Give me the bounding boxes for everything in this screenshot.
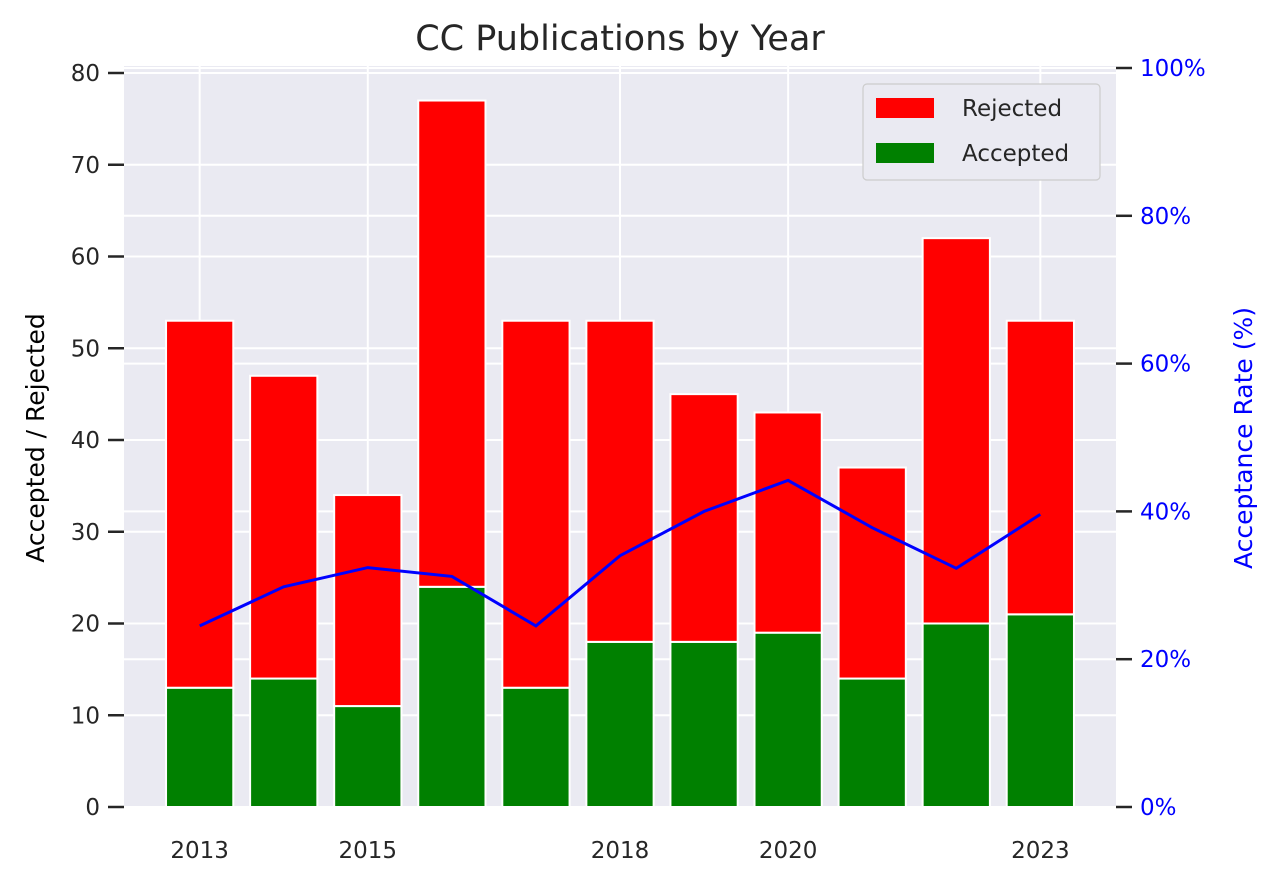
bar-rejected-2013 bbox=[165, 319, 235, 689]
bar-accepted-2014 bbox=[249, 677, 319, 808]
bar-accepted-2021 bbox=[837, 677, 907, 808]
x-tick-label-2: 2018 bbox=[591, 838, 650, 864]
bar-accepted-2020 bbox=[753, 631, 823, 808]
x-tick-label-4: 2023 bbox=[1011, 838, 1070, 864]
bar-rejected-2020 bbox=[753, 411, 823, 634]
acceptance-rate-line bbox=[199, 478, 1042, 628]
y-tick-label-7: 70 bbox=[71, 153, 100, 179]
y2-axis-label: Acceptance Rate (%) bbox=[1229, 307, 1258, 569]
bar-accepted-2022 bbox=[921, 622, 991, 808]
y-tick-label-6: 60 bbox=[71, 245, 100, 271]
bars bbox=[165, 99, 1075, 809]
y-tick-label-1: 10 bbox=[71, 703, 100, 729]
bar-accepted-2017 bbox=[501, 686, 571, 808]
bar-rejected-2015 bbox=[333, 494, 403, 708]
x-axis: 2013 2015 2018 2020 2023 bbox=[170, 838, 1069, 864]
legend-swatch-rejected bbox=[876, 98, 934, 118]
bar-rejected-2016 bbox=[417, 99, 487, 588]
y-tick-label-8: 80 bbox=[71, 61, 100, 87]
x-tick-label-1: 2015 bbox=[339, 838, 398, 864]
bar-rejected-2017 bbox=[501, 319, 571, 689]
y2-tick-label-3: 60% bbox=[1140, 352, 1191, 378]
legend-swatch-accepted bbox=[876, 143, 934, 163]
bar-accepted-2015 bbox=[333, 705, 403, 809]
bar-accepted-2013 bbox=[165, 686, 235, 808]
bar-accepted-2019 bbox=[669, 640, 739, 808]
x-tick-label-3: 2020 bbox=[759, 838, 818, 864]
y-tick-label-2: 20 bbox=[71, 612, 100, 638]
left-axis: 0 10 20 30 40 50 60 70 80 bbox=[71, 61, 124, 821]
bar-rejected-2021 bbox=[837, 466, 907, 680]
y2-tick-label-1: 20% bbox=[1140, 647, 1191, 673]
legend-label-accepted: Accepted bbox=[962, 141, 1069, 167]
y2-tick-label-5: 100% bbox=[1140, 56, 1206, 82]
y2-tick-label-2: 40% bbox=[1140, 499, 1191, 525]
y-tick-label-0: 0 bbox=[85, 795, 100, 821]
right-axis: 0% 20% 40% 60% 80% 100% bbox=[1116, 56, 1206, 821]
chart-title: CC Publications by Year bbox=[415, 19, 825, 59]
bar-rejected-2022 bbox=[921, 237, 991, 625]
bar-rejected-2018 bbox=[585, 319, 655, 643]
y-tick-label-3: 30 bbox=[71, 520, 100, 546]
bar-rejected-2023 bbox=[1005, 319, 1075, 616]
y-tick-label-5: 50 bbox=[71, 336, 100, 362]
legend: Rejected Accepted bbox=[862, 83, 1101, 181]
bar-accepted-2018 bbox=[585, 640, 655, 808]
legend-label-rejected: Rejected bbox=[962, 96, 1062, 122]
bar-rejected-2014 bbox=[249, 374, 319, 680]
x-tick-label-0: 2013 bbox=[170, 838, 229, 864]
bar-rejected-2019 bbox=[669, 393, 739, 643]
bar-accepted-2023 bbox=[1005, 613, 1075, 809]
y2-tick-label-0: 0% bbox=[1140, 795, 1177, 821]
y-tick-label-4: 40 bbox=[71, 428, 100, 454]
y2-tick-label-4: 80% bbox=[1140, 204, 1191, 230]
bar-accepted-2016 bbox=[417, 585, 487, 808]
y-axis-label: Accepted / Rejected bbox=[21, 313, 50, 563]
